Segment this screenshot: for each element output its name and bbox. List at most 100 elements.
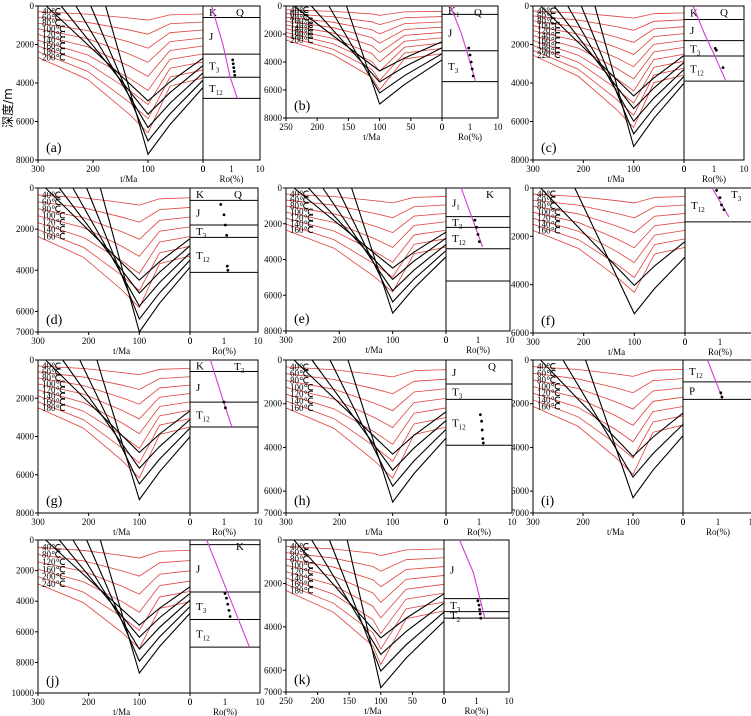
burial-curve <box>329 359 447 488</box>
panel-label: (g) <box>46 494 63 509</box>
ro-curve <box>711 187 730 218</box>
isotherm-line <box>37 51 204 120</box>
burial-curve <box>336 187 447 303</box>
isotherm-label: 100℃ <box>537 382 561 392</box>
isotherm-label: 40℃ <box>42 7 61 17</box>
isotherm-line <box>532 15 685 31</box>
stratum-label: T3 <box>690 43 701 57</box>
ro-tick-label: 0 <box>201 164 206 174</box>
y-tick-label: 6000 <box>16 306 35 316</box>
ro-tick-label: 0 <box>188 336 193 346</box>
isotherm-line <box>37 45 204 106</box>
burial-curve <box>99 539 191 675</box>
ro-point <box>479 616 483 620</box>
isotherm-label: 100℃ <box>290 382 314 392</box>
isotherm-label: 160℃ <box>537 225 561 235</box>
ro-tick-label: 0 <box>188 517 193 527</box>
stratum-label: T12 <box>691 200 705 214</box>
isotherm-line <box>285 400 447 462</box>
isotherm-line <box>37 208 191 240</box>
isotherm-label: 80℃ <box>537 16 556 26</box>
burial-curve <box>86 539 191 663</box>
ro-plot-frame <box>189 539 261 694</box>
ro-tick-label: 0 <box>682 164 687 174</box>
ro-point <box>222 213 226 217</box>
isotherm-line <box>285 366 447 378</box>
x-tick-label: 0 <box>440 122 445 132</box>
y-tick-label: 0 <box>278 1 283 11</box>
x-tick-label: 200 <box>82 517 96 527</box>
x-tick-label: 0 <box>683 337 688 347</box>
isotherm-label: 100℃ <box>537 207 561 217</box>
stratum-label: K1 <box>448 5 460 19</box>
isotherm-label: 160℃ <box>42 564 66 574</box>
stratum-label: T12 <box>452 233 466 247</box>
y-tick-label: 0 <box>30 1 35 11</box>
isotherm-label: 160℃ <box>290 225 314 235</box>
isotherm-label: 120℃ <box>290 567 314 577</box>
burial-curve <box>45 359 191 454</box>
y-tick-label: 0 <box>525 183 530 193</box>
ro-tick-label: 1 <box>229 164 234 174</box>
isotherm-label: 100℃ <box>42 211 66 221</box>
burial-curve <box>307 187 447 281</box>
isotherm-line <box>37 194 191 206</box>
burial-curve <box>562 359 684 478</box>
panel-label: (k) <box>294 673 311 688</box>
isotherm-label: 160℃ <box>290 27 314 37</box>
ro-tick-label: 0 <box>442 696 447 706</box>
ro-tick-label: 0 <box>681 517 686 527</box>
isotherm-line <box>37 56 204 134</box>
isotherm-label: 60℃ <box>537 368 556 378</box>
burial-curve <box>345 5 443 105</box>
isotherm-line <box>532 40 685 92</box>
isotherm-line <box>37 229 191 292</box>
stratum-label: J <box>448 28 453 40</box>
x-tick-label: 100 <box>133 697 147 707</box>
x-tick-label: 200 <box>577 337 591 347</box>
ro-plot-frame <box>443 539 510 693</box>
y-tick-label: 7000 <box>264 687 283 697</box>
stratum-label: J <box>196 208 201 220</box>
y-tick-label: 2000 <box>264 578 283 588</box>
ro-point <box>715 189 719 192</box>
isotherm-line <box>285 223 447 278</box>
isotherm-line <box>285 32 443 72</box>
isotherm-line <box>37 546 191 559</box>
x-tick-label: 0 <box>188 697 193 707</box>
x-tick-label: 100 <box>133 336 147 346</box>
y-tick-label: 0 <box>525 1 530 11</box>
ro-point <box>714 48 718 52</box>
isotherm-line <box>532 217 686 264</box>
ro-point <box>718 196 722 200</box>
isotherm-line <box>285 39 443 91</box>
isotherm-label: 80℃ <box>42 18 61 28</box>
isotherm-label: 60℃ <box>290 195 309 205</box>
isotherm-line <box>532 199 686 219</box>
ro-axis-title: Ro(%) <box>708 347 732 357</box>
y-tick-label: 6000 <box>264 85 283 95</box>
ro-point <box>227 608 231 612</box>
isotherm-label: 60℃ <box>290 369 309 379</box>
ro-point <box>232 66 236 69</box>
isotherm-label: 120℃ <box>42 218 66 228</box>
isotherm-line <box>285 393 447 445</box>
isotherm-line <box>37 201 191 223</box>
isotherm-label: 160℃ <box>42 397 66 407</box>
y-tick-label: 8000 <box>264 326 283 336</box>
isotherm-label: 120℃ <box>42 557 66 567</box>
isotherm-label: 60℃ <box>42 12 61 22</box>
ro-tick-label: 1 <box>716 517 721 527</box>
burial-curve <box>311 539 445 656</box>
y-tick-label: 0 <box>525 355 530 365</box>
y-axis-label: 深度/m <box>0 88 15 128</box>
ro-curve <box>460 187 484 248</box>
isotherm-label: 60℃ <box>537 11 556 21</box>
burial-curve <box>580 5 685 135</box>
ro-axis-title: Ro(%) <box>467 527 491 537</box>
isotherm-label: 140℃ <box>537 31 561 41</box>
